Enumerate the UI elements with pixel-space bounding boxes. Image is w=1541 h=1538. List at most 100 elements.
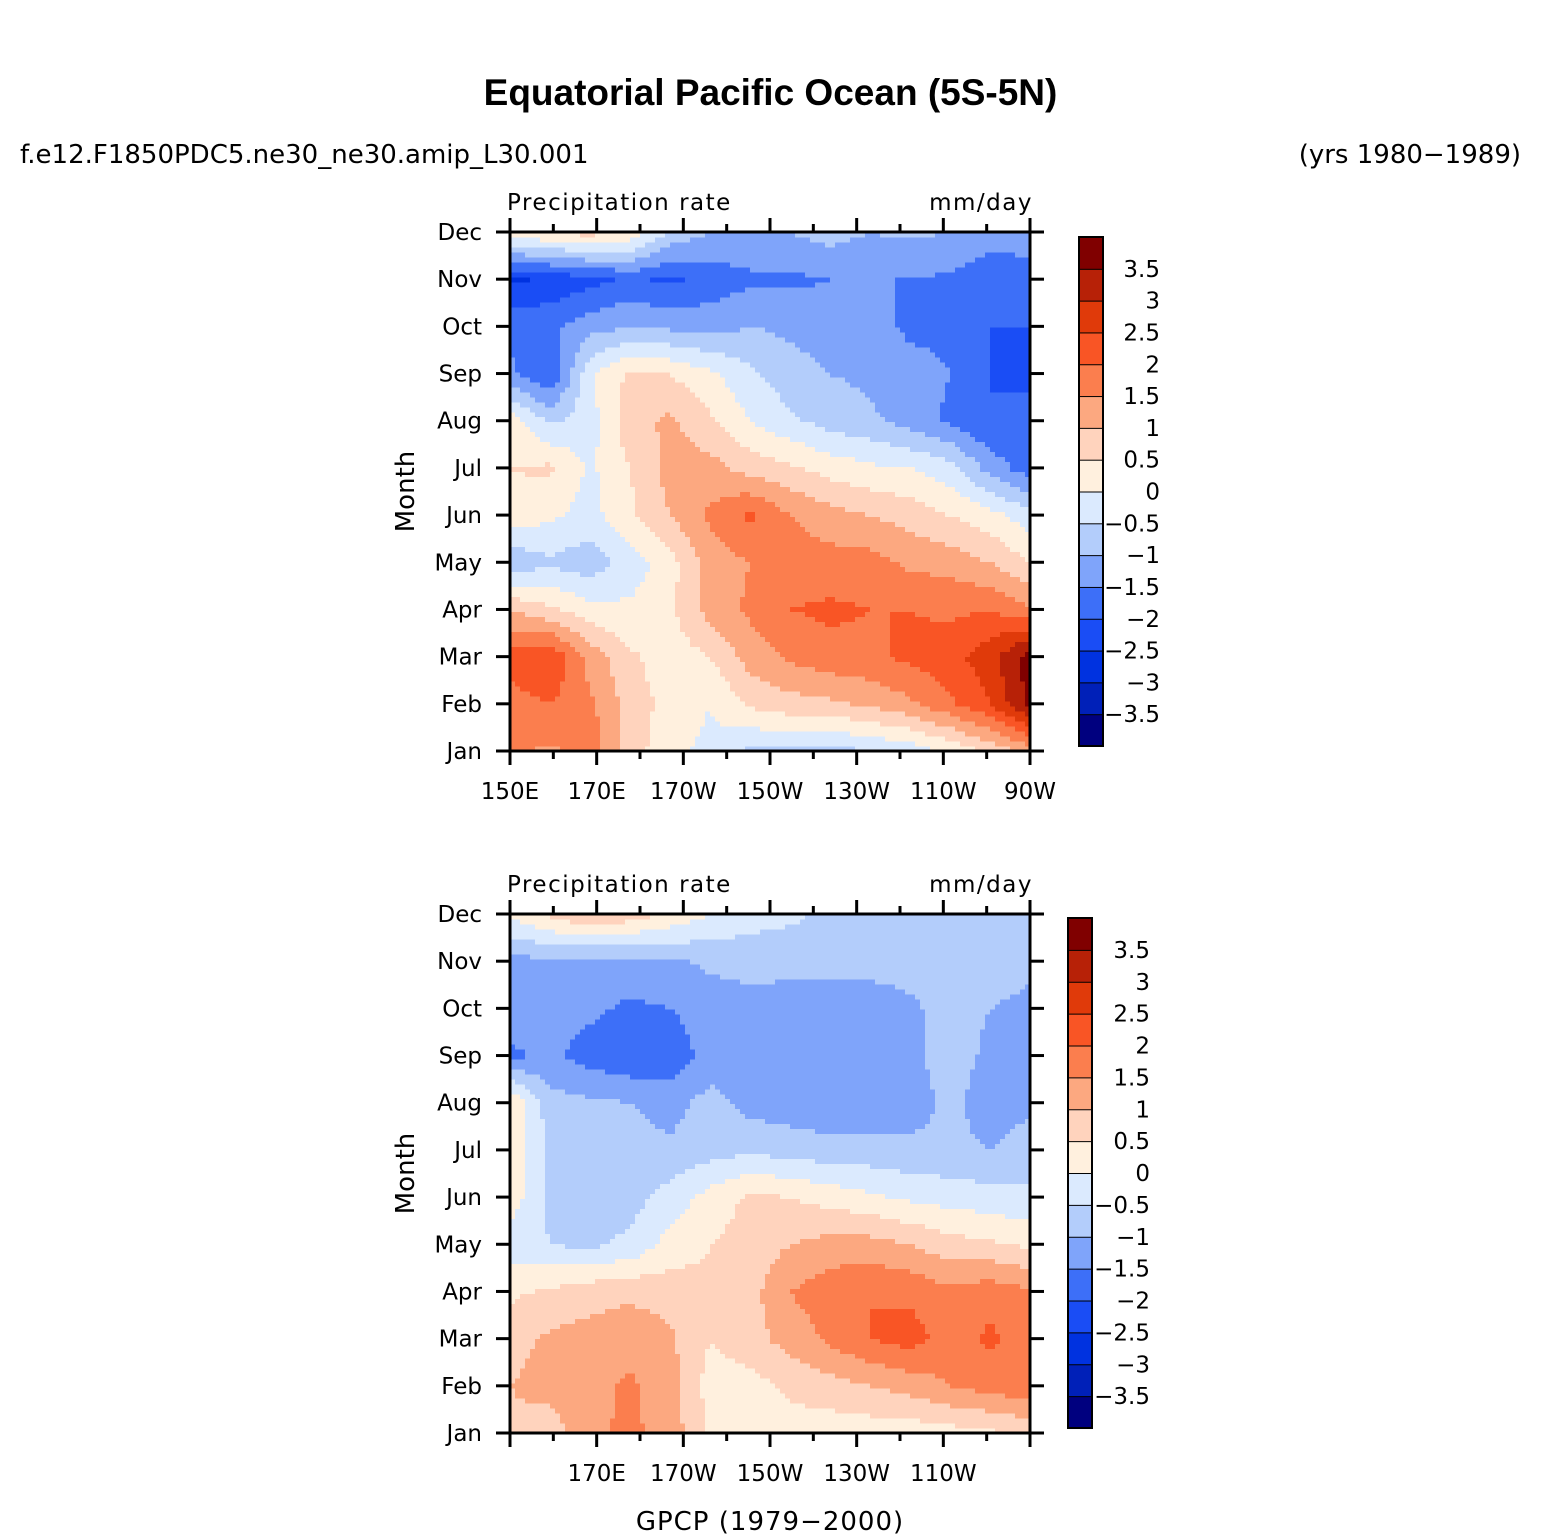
contour-cell	[895, 691, 901, 697]
contour-cell	[970, 726, 976, 732]
contour-cell	[875, 696, 881, 702]
contour-cell	[570, 741, 576, 747]
contour-cell	[985, 706, 991, 712]
contour-cell	[915, 701, 921, 707]
contour-cell	[995, 681, 1001, 687]
contour-cell	[870, 656, 876, 662]
contour-cell	[725, 661, 731, 667]
contour-cell	[835, 666, 841, 672]
contour-cell	[625, 736, 631, 742]
contour-cell	[565, 741, 571, 747]
contour-cell	[730, 711, 736, 717]
contour-cell	[825, 716, 831, 722]
contour-cell	[520, 731, 526, 737]
contour-cell	[690, 726, 696, 732]
contour-cell	[715, 701, 721, 707]
contour-cell	[885, 696, 891, 702]
contour-cell	[670, 661, 676, 667]
contour-cell	[645, 696, 651, 702]
contour-cell	[665, 706, 671, 712]
contour-cell	[755, 671, 761, 677]
contour-cell	[755, 686, 761, 692]
contour-cell	[920, 691, 926, 697]
contour-cell	[540, 691, 546, 697]
contour-cell	[840, 741, 846, 747]
contour-cell	[730, 686, 736, 692]
contour-cell	[830, 691, 836, 697]
contour-cell	[645, 741, 651, 747]
contour-cell	[940, 701, 946, 707]
contour-cell	[705, 676, 711, 682]
contour-cell	[760, 736, 766, 742]
contour-cell	[665, 711, 671, 717]
contour-cell	[915, 696, 921, 702]
contour-cell	[540, 731, 546, 737]
contour-cell	[930, 661, 936, 667]
contour-cell	[685, 736, 691, 742]
contour-cell	[825, 696, 831, 702]
contour-cell	[595, 736, 601, 742]
contour-cell	[1010, 696, 1016, 702]
contour-cell	[605, 651, 611, 657]
contour-cell	[725, 681, 731, 687]
contour-cell	[585, 741, 591, 747]
contour-cell	[560, 741, 566, 747]
contour-cell	[955, 716, 961, 722]
contour-cell	[920, 686, 926, 692]
contour-cell	[900, 686, 906, 692]
contour-cell	[680, 721, 686, 727]
contour-cell	[1020, 696, 1026, 702]
contour-cell	[910, 701, 916, 707]
contour-cell	[750, 726, 756, 732]
contour-cell	[735, 656, 741, 662]
contour-cell	[825, 711, 831, 717]
contour-cell	[1015, 661, 1021, 667]
contour-cell	[945, 671, 951, 677]
contour-cell	[625, 716, 631, 722]
contour-cell	[630, 691, 636, 697]
contour-cell	[1020, 731, 1026, 737]
contour-cell	[690, 731, 696, 737]
contour-cell	[910, 741, 916, 747]
contour-cell	[540, 711, 546, 717]
contour-cell	[815, 656, 821, 662]
contour-cell	[615, 651, 621, 657]
contour-cell	[840, 736, 846, 742]
contour-cell	[580, 651, 586, 657]
contour-cell	[845, 736, 851, 742]
contour-cell	[700, 696, 706, 702]
contour-cell	[795, 671, 801, 677]
contour-cell	[805, 721, 811, 727]
contour-cell	[775, 676, 781, 682]
contour-cell	[960, 701, 966, 707]
contour-cell	[540, 696, 546, 702]
contour-cell	[865, 701, 871, 707]
contour-cell	[960, 716, 966, 722]
contour-cell	[555, 671, 561, 677]
contour-cell	[585, 651, 591, 657]
contour-cell	[1000, 701, 1006, 707]
contour-cell	[710, 731, 716, 737]
contour-cell	[620, 661, 626, 667]
contour-cell	[525, 666, 531, 672]
contour-cell	[720, 681, 726, 687]
contour-cell	[570, 651, 576, 657]
contour-cell	[930, 736, 936, 742]
contour-cell	[990, 716, 996, 722]
contour-cell	[955, 731, 961, 737]
contour-cell	[980, 721, 986, 727]
contour-cell	[925, 716, 931, 722]
contour-cell	[605, 736, 611, 742]
contour-cell	[940, 656, 946, 662]
contour-cell	[960, 681, 966, 687]
contour-cell	[690, 721, 696, 727]
contour-cell	[675, 656, 681, 662]
contour-cell	[820, 726, 826, 732]
contour-cell	[995, 671, 1001, 677]
contour-cell	[860, 706, 866, 712]
contour-cell	[540, 741, 546, 747]
contour-cell	[565, 651, 571, 657]
contour-cell	[630, 651, 636, 657]
contour-cell	[890, 711, 896, 717]
contour-cell	[1000, 696, 1006, 702]
